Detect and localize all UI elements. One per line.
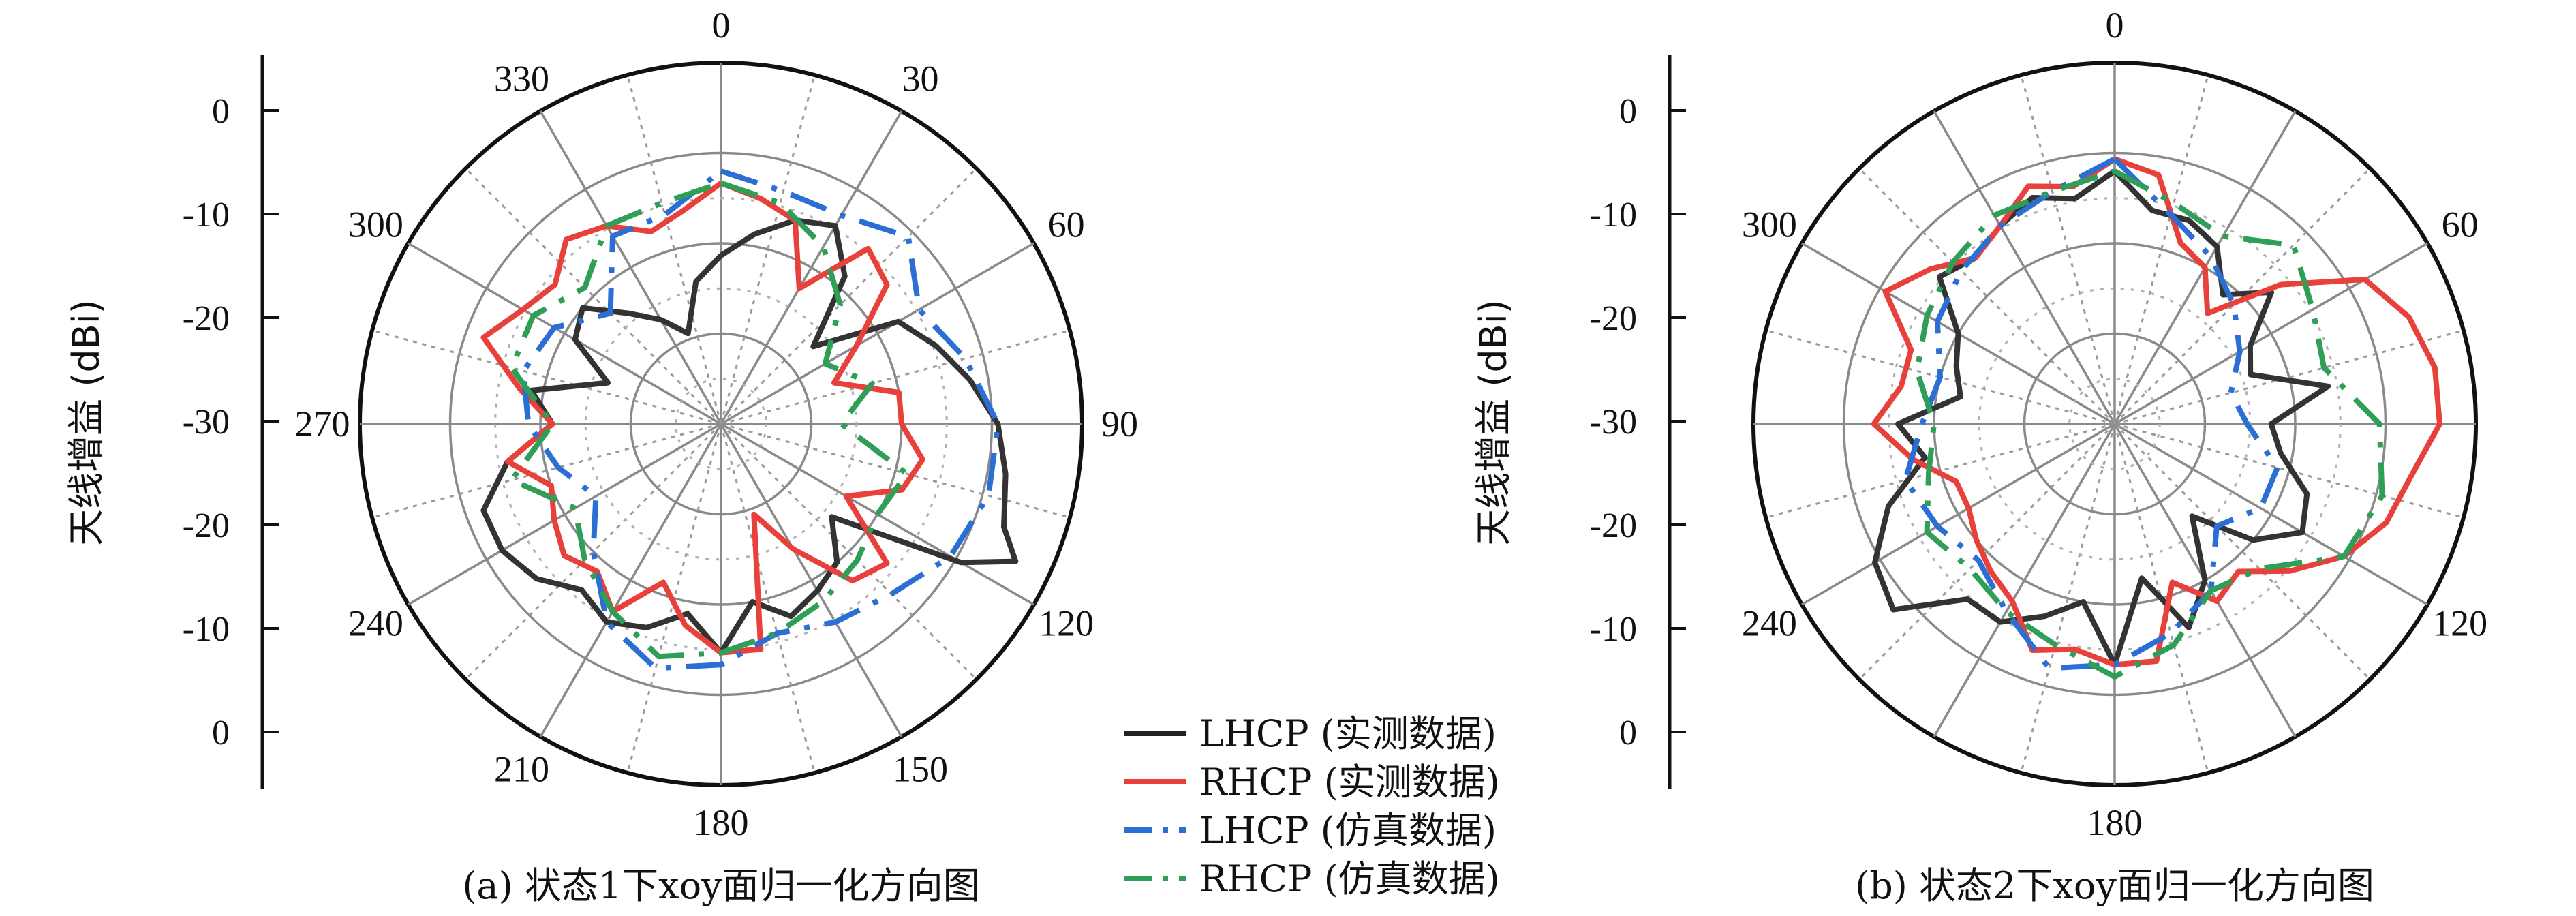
- grid-spoke: [539, 110, 722, 425]
- grid-spoke-minor: [371, 329, 722, 425]
- series-line-3: [508, 180, 910, 660]
- r-tick-label: -30: [183, 403, 230, 442]
- angle-label-180: 180: [2087, 802, 2143, 843]
- grid-ring-minor: [494, 197, 948, 651]
- angle-label-30: 30: [902, 58, 939, 99]
- grid-ring-minor: [584, 287, 858, 561]
- series-line-3: [1914, 168, 2385, 680]
- grid-spoke: [1933, 423, 2116, 737]
- angle-label-60: 60: [1048, 204, 1085, 245]
- grid-spoke-minor: [720, 423, 1071, 519]
- grid-spoke-minor: [2020, 74, 2116, 425]
- grid-spoke: [2114, 242, 2428, 425]
- series-line-0: [1872, 168, 2331, 668]
- grid-spoke-minor: [1765, 423, 2115, 519]
- grid-spoke-minor: [2114, 329, 2464, 425]
- r-tick-label: -20: [183, 299, 230, 338]
- legend-label-1: RHCP (实测数据): [1199, 761, 1500, 804]
- grid-spoke: [1933, 110, 2116, 425]
- grid-spoke: [408, 423, 722, 606]
- grid-spoke-minor: [720, 329, 1071, 425]
- grid-spoke-minor: [2113, 168, 2371, 425]
- grid-spoke-minor: [2113, 74, 2209, 425]
- grid-spoke-minor: [2020, 423, 2116, 774]
- grid-spoke: [720, 242, 1034, 425]
- angle-label-240: 240: [348, 603, 403, 644]
- angle-label-90: 90: [1101, 403, 1138, 444]
- grid-spoke-minor: [1858, 423, 2116, 680]
- grid-spoke-minor: [1765, 329, 2115, 425]
- r-tick-label: -10: [1590, 610, 1637, 649]
- angle-label-0: 0: [712, 5, 731, 46]
- legend-label-2: LHCP (仿真数据): [1199, 809, 1497, 852]
- r-tick-label: -10: [183, 610, 230, 649]
- grid-ring-minor: [675, 378, 767, 470]
- r-tick-label: -10: [1590, 196, 1637, 234]
- grid-spoke-minor: [2113, 423, 2371, 680]
- grid-spoke-minor: [720, 423, 816, 774]
- angle-label-180: 180: [694, 802, 749, 843]
- r-tick-label: 0: [212, 92, 230, 131]
- angle-label-240: 240: [1742, 603, 1797, 644]
- grid-spoke-minor: [465, 423, 722, 680]
- r-tick-label: -20: [183, 506, 230, 545]
- grid-spoke-minor: [626, 74, 722, 425]
- angle-label-300: 300: [348, 204, 403, 245]
- panel-caption: (b) 状态2下xoy面归一化方向图: [1855, 864, 2374, 907]
- angle-label-60: 60: [2442, 204, 2479, 245]
- r-tick-label: -30: [1590, 403, 1637, 442]
- series-line-0: [480, 217, 1019, 656]
- grid-spoke: [1801, 423, 2115, 606]
- angle-label-270: 270: [295, 403, 350, 444]
- r-tick-label: 0: [1619, 714, 1637, 752]
- y-axis-label: 天线增益 (dBi): [1472, 299, 1515, 546]
- panel-caption: (a) 状态1下xoy面归一化方向图: [462, 864, 979, 907]
- grid-spoke: [408, 242, 722, 425]
- panel-a: 0 30 60 90 120 150 180 210 240 270 300 330 0 -10 -20 -3…: [65, 5, 1138, 907]
- legend: LHCP (实测数据) RHCP (实测数据) LHCP (仿真数据) RHCP (仿…: [1124, 712, 1500, 900]
- angle-label-210: 210: [494, 749, 549, 790]
- grid-spoke-minor: [626, 423, 722, 774]
- grid-spoke-minor: [720, 423, 977, 680]
- grid-ring-minor: [2068, 378, 2161, 470]
- grid-spoke: [720, 110, 903, 425]
- angle-label-120: 120: [1039, 603, 1094, 644]
- grid-spoke-minor: [2113, 423, 2209, 774]
- grid-spoke-minor: [720, 168, 977, 425]
- r-tick-label: 0: [1619, 92, 1637, 131]
- grid-spoke-minor: [465, 168, 722, 425]
- series-line-2: [520, 168, 1001, 671]
- angle-label-300: 300: [1742, 204, 1797, 245]
- r-tick-label: -20: [1590, 299, 1637, 338]
- y-axis-label: 天线增益 (dBi): [65, 299, 108, 546]
- grid-spoke: [720, 423, 903, 737]
- grid-spoke-minor: [371, 423, 722, 519]
- grid-ring-minor: [1888, 197, 2342, 651]
- r-tick-label: -10: [183, 196, 230, 234]
- grid-spoke: [539, 423, 722, 737]
- grid-spoke: [2114, 423, 2428, 606]
- angle-label-150: 150: [893, 749, 948, 790]
- angle-label-330: 330: [494, 58, 549, 99]
- grid-spoke-minor: [720, 74, 816, 425]
- angle-label-120: 120: [2432, 603, 2487, 644]
- legend-label-3: RHCP (仿真数据): [1199, 857, 1500, 900]
- grid-spoke-minor: [2114, 423, 2464, 519]
- grid-spoke-minor: [1858, 168, 2116, 425]
- panel-b: 0 60 120 180 240 300 0 -10 -20 -30 -20 -10 0 天线增益 (dB…: [1472, 5, 2487, 907]
- series-line-2: [1902, 156, 2280, 671]
- series-line-1: [1871, 156, 2442, 668]
- angle-label-0: 0: [2106, 5, 2124, 46]
- r-tick-label: -20: [1590, 506, 1637, 545]
- r-tick-label: 0: [212, 714, 230, 752]
- legend-label-0: LHCP (实测数据): [1199, 712, 1497, 755]
